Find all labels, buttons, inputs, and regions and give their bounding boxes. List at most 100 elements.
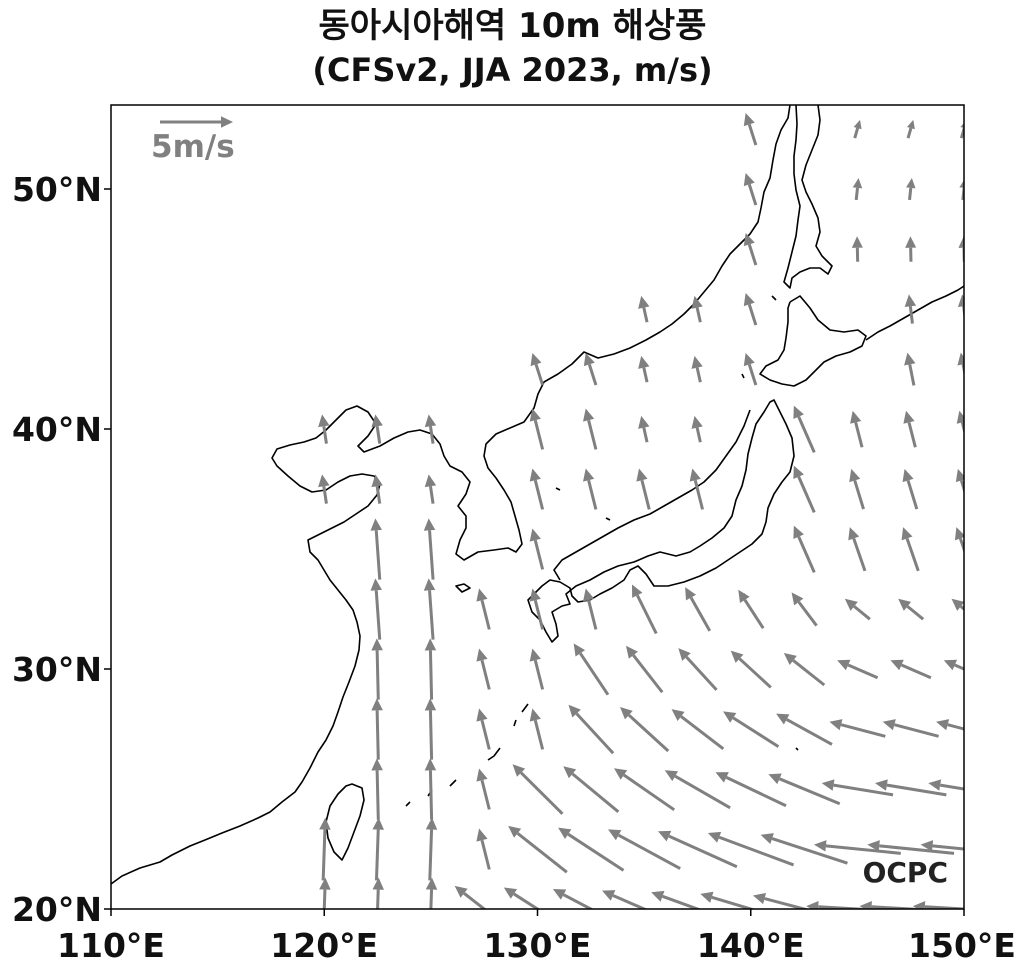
- wind-vector: [583, 468, 598, 510]
- wind-vector: [700, 891, 756, 909]
- wind-vector: [631, 584, 658, 635]
- coastline-kurils: [865, 285, 964, 341]
- wind-vector: [424, 758, 437, 820]
- wind-vector: [867, 840, 955, 855]
- wind-vector: [529, 648, 545, 690]
- wind-vector: [563, 766, 620, 813]
- wind-vector: [529, 588, 545, 630]
- wind-vector: [920, 840, 964, 852]
- wind-vector: [608, 829, 681, 870]
- wind-vector: [850, 410, 864, 448]
- coastlines: [111, 105, 964, 885]
- wind-vector: [685, 587, 712, 632]
- wind-vector: [638, 355, 650, 383]
- wind-vector: [793, 465, 816, 513]
- wind-vector: [691, 355, 703, 383]
- wind-vector: [902, 468, 919, 510]
- wind-vector: [568, 704, 615, 755]
- coastline-mainland: [111, 105, 791, 885]
- wind-vector: [371, 638, 383, 700]
- wind-vector: [476, 588, 491, 630]
- wind-vector: [730, 650, 772, 689]
- wind-vector: [956, 410, 964, 436]
- wind-vector: [583, 588, 598, 630]
- wind-vector: [671, 709, 725, 751]
- chart-subtitle: (CFSv2, JJA 2023, m/s): [312, 51, 713, 89]
- wind-vector: [425, 817, 438, 881]
- wind-vector: [529, 708, 545, 750]
- wind-vector: [875, 779, 947, 797]
- wind-vector: [848, 527, 867, 572]
- wind-vector: [957, 352, 964, 377]
- wind-vector: [638, 415, 650, 443]
- wind-vector: [943, 659, 964, 671]
- wind-vector: [957, 294, 964, 322]
- wind-vector: [852, 178, 863, 201]
- wind-vector: [904, 352, 916, 386]
- wind-vector: [837, 659, 879, 680]
- wind-vector: [806, 901, 884, 909]
- wind-vector: [371, 474, 383, 504]
- wind-vector: [620, 706, 670, 753]
- y-tick-label: 30°N: [12, 650, 102, 689]
- wind-vectors: [318, 112, 964, 909]
- wind-vector: [318, 474, 330, 504]
- wind-vector: [370, 518, 382, 580]
- wind-vector: [424, 414, 437, 444]
- wind-vector: [503, 887, 541, 909]
- coastline-taiwan: [325, 783, 365, 861]
- wind-vector: [529, 528, 545, 570]
- wind-vector: [583, 408, 598, 450]
- wind-vector: [476, 708, 491, 750]
- wind-vector: [558, 827, 625, 872]
- wind-vector: [793, 405, 816, 453]
- wind-vector: [955, 468, 964, 495]
- wind-vector: [371, 758, 383, 820]
- wind-vector: [529, 408, 545, 450]
- wind-vector: [691, 295, 703, 323]
- wind-vector: [768, 773, 841, 806]
- wind-vector: [903, 410, 917, 448]
- wind-vector: [424, 698, 437, 760]
- wind-vector: [552, 889, 595, 909]
- y-tick-label: 50°N: [12, 170, 102, 209]
- wind-vector: [423, 578, 436, 640]
- wind-vector: [691, 415, 703, 443]
- axis-ticks: 110°E 120°E 130°E 140°E 150°E 20°N 30°N 40°N 50°…: [12, 170, 1016, 965]
- wind-vector: [793, 525, 816, 573]
- wind-vector: [636, 468, 651, 510]
- wind-vector: [476, 648, 491, 690]
- wind-vector: [583, 352, 598, 386]
- coastline-hokkaido: [759, 295, 867, 387]
- y-tick-label: 40°N: [12, 410, 102, 449]
- wind-vector: [371, 698, 383, 760]
- wind-vector: [707, 831, 795, 867]
- wind-vector: [760, 833, 848, 865]
- coastline-japan-sea-side: [553, 409, 751, 581]
- wind-vector: [844, 598, 871, 621]
- wind-vector: [530, 352, 545, 386]
- wind-vector: [743, 232, 758, 266]
- wind-vector: [851, 236, 863, 262]
- wind-vector: [906, 178, 916, 201]
- wind-vector: [898, 598, 925, 621]
- wind-vector: [859, 901, 937, 909]
- ocpc-watermark: OCPC: [863, 856, 948, 889]
- x-tick-label: 140°E: [697, 926, 805, 965]
- wind-vector: [743, 112, 758, 146]
- wind-vector: [614, 768, 676, 812]
- wind-vector: [319, 877, 331, 909]
- x-tick-label: 120°E: [270, 926, 378, 965]
- x-tick-label: 130°E: [484, 926, 592, 965]
- chart-title: 동아시아해역 10m 해상풍: [318, 6, 707, 46]
- wind-vector: [638, 295, 650, 323]
- wind-vector: [890, 659, 932, 680]
- wind-vector: [476, 768, 491, 810]
- wind-vector: [783, 652, 826, 687]
- title-block: 동아시아해역 10m 해상풍 (CFSv2, JJA 2023, m/s): [0, 0, 1025, 92]
- wind-vector: [791, 592, 818, 627]
- wind-vector: [454, 885, 487, 909]
- wind-vector: [906, 119, 915, 139]
- wind-vector: [715, 772, 787, 808]
- wind-vector: [829, 719, 886, 738]
